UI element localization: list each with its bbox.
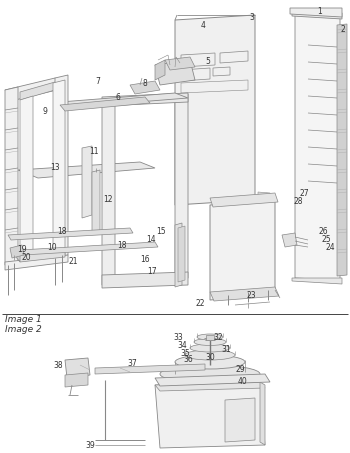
Text: 16: 16 [140,255,150,265]
Polygon shape [10,245,24,258]
Polygon shape [82,146,92,218]
Text: 35: 35 [180,348,190,357]
Polygon shape [155,60,195,85]
Polygon shape [65,373,88,387]
Polygon shape [210,193,278,207]
Polygon shape [165,57,195,70]
Text: 8: 8 [143,78,147,87]
Text: Image 1: Image 1 [5,315,42,324]
Ellipse shape [175,355,245,369]
Text: 4: 4 [201,20,205,29]
Polygon shape [210,200,275,300]
Text: 39: 39 [85,440,95,449]
Polygon shape [5,87,18,265]
Text: 14: 14 [146,236,156,245]
Text: 6: 6 [116,93,120,102]
Polygon shape [5,255,68,270]
Text: 20: 20 [21,254,31,262]
Polygon shape [53,80,65,258]
Polygon shape [92,170,100,232]
Polygon shape [175,15,255,205]
Ellipse shape [190,344,230,352]
Polygon shape [102,272,188,288]
Polygon shape [292,13,342,19]
Polygon shape [55,75,68,258]
Polygon shape [60,97,150,111]
Text: 13: 13 [50,164,60,173]
Polygon shape [18,162,155,178]
Text: 19: 19 [17,246,27,255]
Text: 38: 38 [53,361,63,370]
Text: 21: 21 [68,257,78,266]
Ellipse shape [185,350,235,360]
Text: 3: 3 [250,14,254,23]
Text: 36: 36 [183,356,193,365]
Polygon shape [20,82,55,100]
Text: 34: 34 [177,341,187,350]
Text: 17: 17 [147,268,157,276]
Ellipse shape [160,365,260,383]
Polygon shape [260,382,265,445]
Text: 28: 28 [293,198,303,207]
Text: 9: 9 [43,107,48,116]
Polygon shape [102,93,188,106]
Polygon shape [95,364,205,374]
Polygon shape [175,94,188,280]
Text: 15: 15 [156,227,166,236]
Text: 18: 18 [117,241,127,250]
Polygon shape [178,226,185,282]
Text: 24: 24 [325,244,335,252]
Polygon shape [155,382,265,391]
Text: 1: 1 [318,8,322,16]
Text: 2: 2 [341,25,345,34]
Ellipse shape [194,338,226,346]
Text: 26: 26 [318,227,328,236]
Text: 32: 32 [213,333,223,342]
Polygon shape [258,192,270,205]
Polygon shape [20,242,158,255]
Text: 10: 10 [47,244,57,252]
Polygon shape [155,374,270,386]
Polygon shape [130,81,160,94]
Text: 31: 31 [221,346,231,355]
Ellipse shape [197,334,223,340]
Polygon shape [8,228,133,240]
Polygon shape [5,78,65,100]
Text: 23: 23 [246,291,256,300]
Text: 12: 12 [103,196,113,204]
Text: 30: 30 [205,353,215,362]
Text: 33: 33 [173,333,183,342]
Polygon shape [175,223,182,287]
Polygon shape [206,335,214,340]
Polygon shape [102,97,115,285]
Circle shape [226,404,254,432]
Polygon shape [20,248,65,262]
Polygon shape [282,233,297,247]
Polygon shape [290,8,342,17]
Polygon shape [295,15,340,280]
Text: 18: 18 [57,227,67,236]
Polygon shape [225,398,255,442]
Polygon shape [210,287,279,301]
Polygon shape [155,382,265,448]
Text: 11: 11 [89,148,99,156]
Polygon shape [337,24,347,276]
Text: 5: 5 [205,58,210,67]
Text: 7: 7 [96,77,100,87]
Text: 40: 40 [237,377,247,386]
Polygon shape [20,96,33,260]
Text: 22: 22 [195,299,205,308]
Polygon shape [155,60,165,80]
Polygon shape [60,93,188,107]
Text: 27: 27 [299,189,309,198]
Text: 29: 29 [235,366,245,375]
Text: Image 2: Image 2 [5,326,42,334]
Polygon shape [292,278,342,284]
Text: 37: 37 [127,360,137,368]
Polygon shape [65,358,90,378]
Text: 25: 25 [321,236,331,245]
